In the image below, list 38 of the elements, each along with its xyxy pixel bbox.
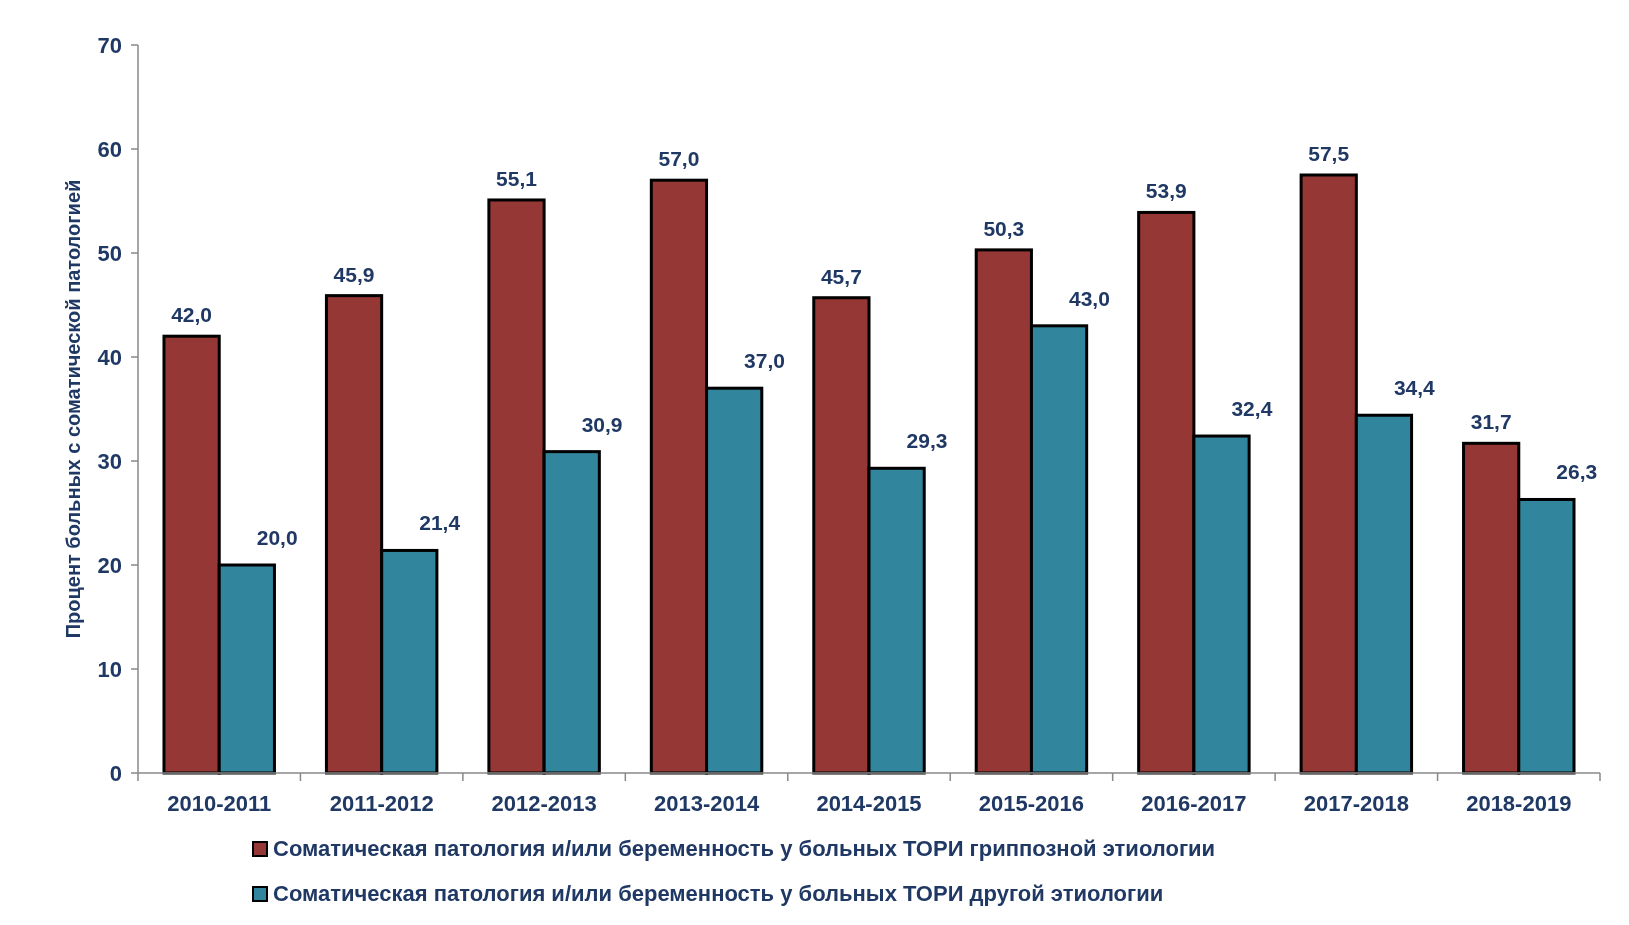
x-tick-label: 2014-2015: [816, 791, 922, 816]
x-tick-label: 2016-2017: [1141, 791, 1247, 816]
y-tick-label: 40: [97, 344, 122, 370]
x-tick-label: 2010-2011: [167, 791, 272, 816]
legend-label: Соматическая патология и/или беременность у больных ТОРИ гриппозной этиологии: [273, 836, 1216, 861]
data-label: 34,4: [1393, 376, 1436, 400]
y-tick-label: 60: [97, 136, 122, 162]
y-tick-label: 70: [97, 32, 122, 58]
data-label: 20,0: [256, 526, 298, 549]
x-tick-label: 2011-2012: [329, 791, 434, 816]
y-tick-label: 30: [97, 448, 122, 474]
data-label: 42,0: [171, 303, 213, 327]
data-label: 57,0: [658, 147, 700, 171]
data-label: 45,7: [820, 264, 862, 288]
x-tick-label: 2015-2016: [978, 791, 1085, 816]
data-label: 37,0: [744, 349, 785, 373]
x-tick-label: 2017-2018: [1303, 791, 1409, 816]
y-tick-label: 50: [97, 240, 122, 266]
data-label: 29,3: [906, 429, 948, 453]
x-tick-label: 2012-2013: [491, 791, 597, 816]
x-tick-label: 2013-2014: [653, 791, 760, 816]
data-label: 26,3: [1556, 460, 1598, 484]
data-label: 32,4: [1231, 397, 1273, 421]
data-label: 57,5: [1308, 142, 1350, 165]
data-label: 21,4: [419, 511, 461, 535]
x-tick-label: 2018-2019: [1466, 791, 1572, 816]
y-tick-label: 10: [97, 656, 122, 682]
data-label: 30,9: [581, 412, 623, 436]
y-tick-label: 20: [97, 552, 122, 578]
data-label: 31,7: [1470, 410, 1512, 434]
data-label: 43,0: [1069, 286, 1110, 310]
data-label: 50,3: [983, 216, 1025, 240]
y-axis-title: Процент больных с соматической патологией: [62, 179, 84, 639]
data-label: 53,9: [1145, 179, 1187, 203]
legend-label: Соматическая патология и/или беременность у больных ТОРИ другой этиологии: [273, 881, 1164, 906]
data-label: 55,1: [496, 166, 538, 190]
data-label: 45,9: [333, 262, 375, 286]
y-tick-label: 0: [109, 760, 122, 786]
